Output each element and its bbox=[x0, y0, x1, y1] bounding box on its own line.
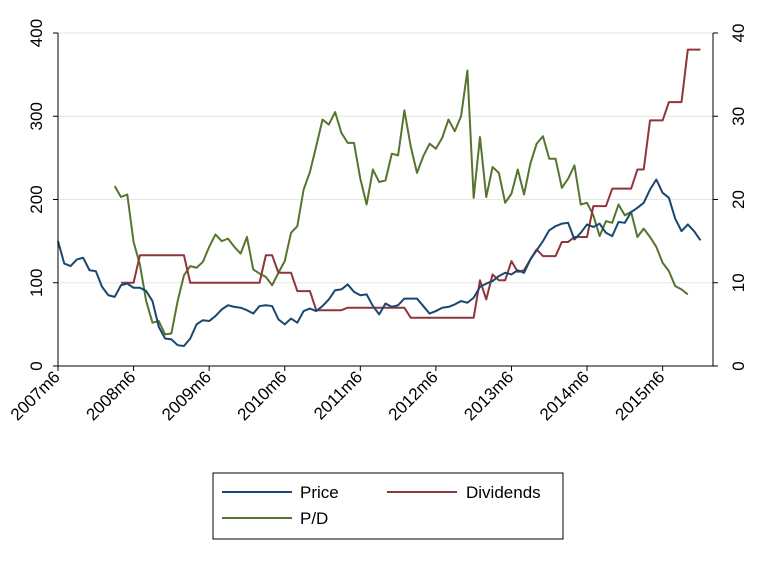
y-left-tick-label: 200 bbox=[27, 185, 46, 213]
y-left-ticks: 0 100 200 300 400 bbox=[27, 19, 58, 371]
y-right-tick-label: 10 bbox=[729, 273, 748, 292]
y-right-tick-label: 20 bbox=[729, 190, 748, 209]
y-left-tick-label: 300 bbox=[27, 102, 46, 130]
series-line-price bbox=[57, 178, 702, 348]
legend-label-price: Price bbox=[300, 483, 339, 502]
legend-label-pd: P/D bbox=[300, 509, 328, 528]
legend: Price Dividends P/D bbox=[212, 472, 564, 540]
series-line-dividends bbox=[120, 48, 701, 319]
y-left-tick-label: 100 bbox=[27, 269, 46, 297]
y-left-tick-label: 400 bbox=[27, 19, 46, 47]
legend-label-dividends: Dividends bbox=[466, 483, 541, 502]
y-right-ticks: 0 10 20 30 40 bbox=[713, 24, 748, 371]
y-right-tick-label: 0 bbox=[729, 361, 748, 370]
series-layer bbox=[57, 48, 702, 348]
y-left-tick-label: 0 bbox=[27, 361, 46, 370]
y-right-tick-label: 30 bbox=[729, 107, 748, 126]
legend-box bbox=[212, 472, 564, 540]
y-right-tick-label: 40 bbox=[729, 24, 748, 43]
